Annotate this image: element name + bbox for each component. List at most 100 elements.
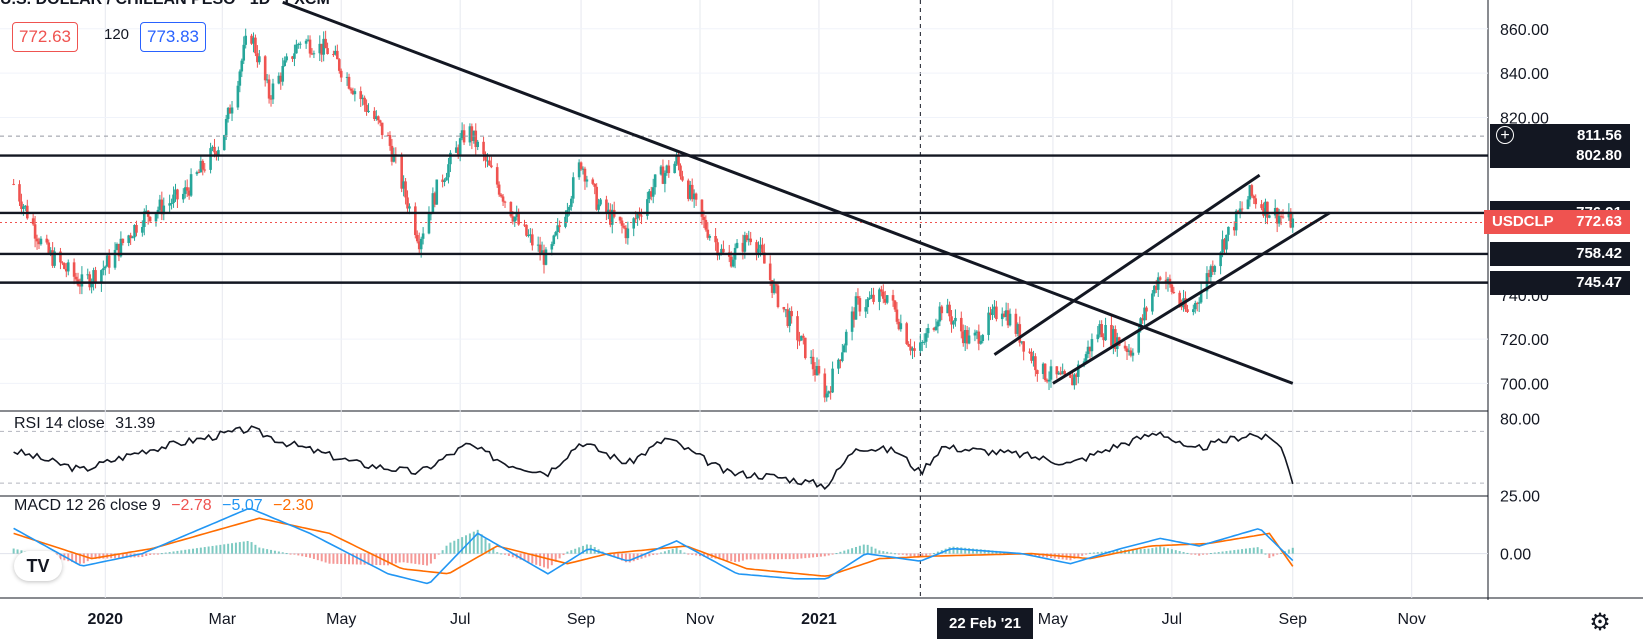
macd-hist-bar	[535, 553, 538, 565]
candle-body	[868, 297, 871, 300]
gear-icon[interactable]: ⚙	[1589, 609, 1611, 636]
candle-body	[107, 255, 111, 268]
candle-body	[905, 323, 908, 344]
macd-hist-bar	[149, 553, 152, 555]
macd-hist-bar	[1202, 553, 1205, 555]
candle-body	[158, 199, 162, 210]
macd-hist-bar	[480, 534, 483, 554]
candle-body	[22, 206, 25, 209]
macd-hist-bar	[624, 553, 627, 563]
candle-body	[250, 35, 253, 44]
price-tick-label: 860.00	[1500, 22, 1549, 39]
signal-line	[13, 517, 1294, 577]
candle-body	[1018, 324, 1022, 343]
candle-body	[1193, 303, 1197, 310]
candle-body	[1184, 298, 1187, 310]
candle-body	[199, 160, 203, 173]
candle-body	[154, 213, 158, 222]
macd-hist-bar	[917, 553, 920, 558]
candle-body	[203, 169, 207, 171]
candle-body	[1047, 379, 1051, 382]
macd-hist-bar	[246, 540, 249, 554]
candle-body	[86, 274, 90, 276]
candle-body	[160, 199, 164, 215]
candle-body	[102, 268, 105, 271]
candle-body	[1104, 324, 1107, 341]
candle-body	[634, 218, 637, 220]
macd-hist-bar	[554, 553, 557, 562]
candle-body	[609, 209, 612, 225]
tradingview-logo[interactable]: TV	[14, 551, 62, 581]
candle-body	[486, 160, 489, 162]
candle-body	[940, 306, 944, 314]
macd-hist-bar	[433, 553, 436, 560]
candle-body	[749, 238, 752, 243]
trendline-channel-lower	[1052, 211, 1331, 385]
candle-body	[788, 311, 791, 326]
macd-hist-bar	[792, 553, 795, 560]
macd-hist-bar	[227, 543, 230, 554]
macd-hist-bar	[948, 547, 951, 554]
candle-body	[277, 75, 281, 84]
macd-hist-bar	[195, 548, 198, 554]
macd-hist-bar	[1081, 553, 1084, 556]
macd-hist-bar	[1248, 548, 1251, 554]
candle-body	[1000, 313, 1004, 320]
candle-body	[513, 216, 517, 222]
macd-hist-bar	[1237, 549, 1240, 554]
candle-body	[1225, 234, 1228, 250]
macd-hist-bar	[1244, 548, 1247, 554]
candle-body	[952, 321, 955, 325]
macd-hist-bar	[367, 553, 370, 565]
candle-body	[770, 280, 774, 293]
candle-body	[94, 270, 97, 284]
macd-hist-bar	[168, 552, 171, 554]
buy-price-box[interactable]: 773.83	[140, 22, 206, 52]
candle-body	[1207, 273, 1211, 278]
macd-hist-bar	[730, 553, 733, 562]
macd-hist-bar	[1166, 548, 1169, 554]
macd-hist-bar	[570, 550, 573, 554]
candle-body	[402, 181, 405, 189]
plus-icon[interactable]: +	[1496, 126, 1514, 145]
candle-body	[842, 345, 846, 353]
macd-hist-bar	[285, 553, 288, 555]
macd-hist-bar	[975, 548, 978, 554]
macd-hist-bar	[847, 549, 850, 554]
macd-hist-bar	[663, 551, 666, 554]
candle-body	[509, 201, 513, 217]
candle-body	[1034, 356, 1037, 371]
macd-hist-bar	[355, 553, 358, 565]
candle-body	[376, 116, 380, 121]
macd-hist-bar	[1186, 552, 1189, 554]
candle-body	[963, 330, 967, 344]
candle-body	[18, 184, 21, 202]
candle-body	[881, 291, 885, 299]
macd-hist-bar	[936, 551, 939, 554]
candle-body	[1014, 313, 1018, 334]
candle-body	[133, 224, 136, 238]
candle-body	[1073, 374, 1076, 386]
candle-body	[185, 187, 189, 191]
candle-body	[776, 285, 780, 308]
macd-hist-bar	[968, 548, 971, 554]
candle-body	[265, 79, 269, 81]
rsi-legend: RSI 14 close 31.39	[14, 415, 161, 433]
candle-body	[1076, 364, 1080, 377]
rsi-tick-label: 25.00	[1500, 489, 1540, 506]
macd-hist-bar	[780, 553, 783, 560]
candle-body	[291, 56, 294, 59]
macd-hist-bar	[757, 553, 760, 560]
candle-body	[211, 146, 214, 149]
candle-body	[1032, 356, 1035, 361]
macd-hist-bar	[1190, 553, 1193, 555]
candle-body	[679, 165, 682, 177]
candle-body	[1102, 337, 1105, 341]
candle-body	[577, 162, 581, 178]
sell-price-box[interactable]: 772.63	[12, 22, 78, 52]
candle-body	[443, 180, 446, 183]
macd-hist-bar	[176, 550, 179, 554]
candle-body	[256, 53, 259, 63]
candle-body	[345, 76, 349, 78]
